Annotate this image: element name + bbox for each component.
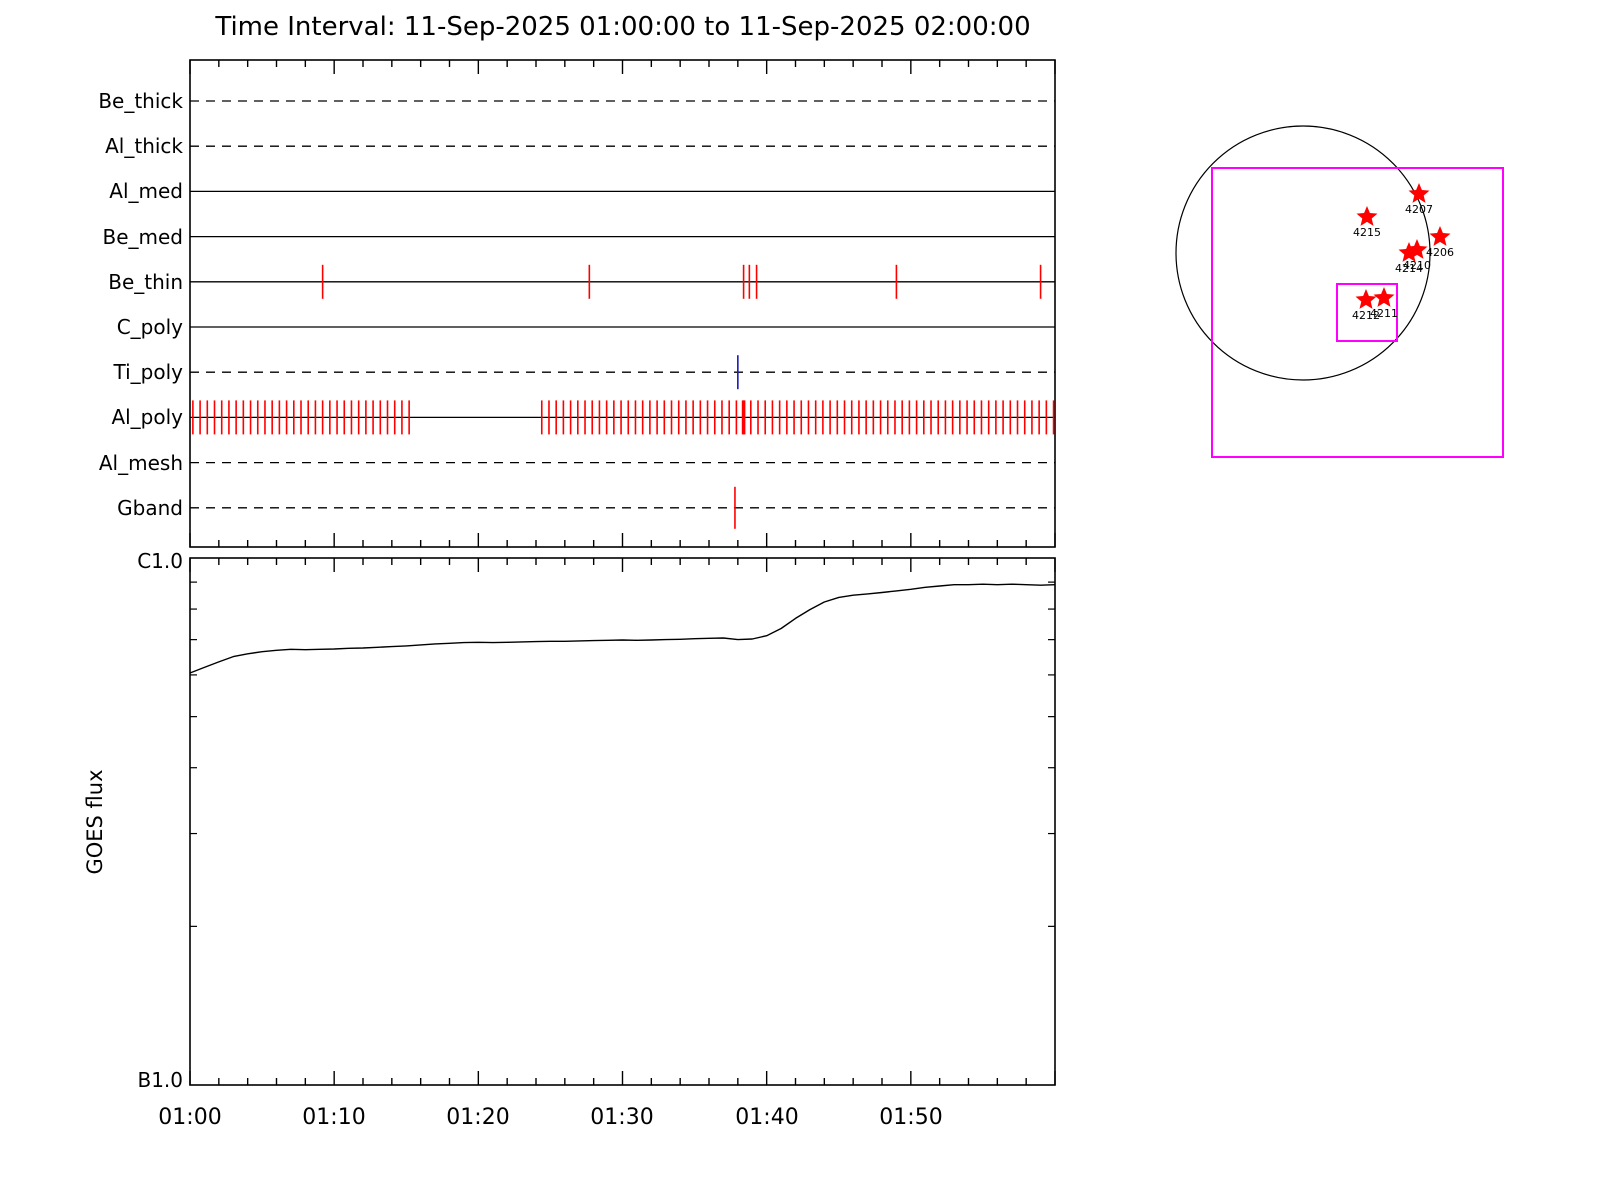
row-label-gband: Gband (117, 496, 183, 520)
row-label-al-med: Al_med (109, 179, 183, 203)
x-tick-label-0140: 01:40 (735, 1105, 799, 1130)
active-region-label: 4210 (1403, 259, 1431, 272)
active-region-star (1406, 239, 1428, 259)
active-region-star (1398, 242, 1420, 262)
active-region-label: 4207 (1405, 203, 1433, 216)
active-region-label: 4214 (1395, 262, 1423, 275)
fov-box-0 (1211, 167, 1504, 458)
fov-box-1 (1336, 283, 1398, 342)
solar-limb-circle (1175, 125, 1431, 381)
row-label-be-thick: Be_thick (98, 89, 183, 113)
row-label-al-poly: Al_poly (111, 405, 183, 429)
goes-panel (189, 557, 1056, 1086)
active-region-label: 4212 (1352, 309, 1380, 322)
active-region-star (1373, 287, 1395, 307)
goes-y-axis-top-label: C1.0 (137, 549, 183, 573)
row-label-be-thin: Be_thin (108, 270, 183, 294)
active-region-star (1429, 226, 1451, 246)
goes-y-axis-bottom-label: B1.0 (137, 1068, 183, 1092)
active-region-label: 4211 (1370, 307, 1398, 320)
timeline-panel (189, 59, 1056, 548)
active-region-label: 4215 (1353, 226, 1381, 239)
plot-title: Time Interval: 11-Sep-2025 01:00:00 to 1… (215, 12, 1031, 42)
active-region-star (1408, 183, 1430, 203)
row-label-al-mesh: Al_mesh (98, 451, 183, 475)
active-region-star (1356, 206, 1378, 226)
active-region-star (1355, 289, 1377, 309)
x-tick-label-0120: 01:20 (446, 1105, 510, 1130)
x-tick-label-0110: 01:10 (302, 1105, 366, 1130)
x-tick-label-0150: 01:50 (879, 1105, 943, 1130)
row-label-al-thick: Al_thick (105, 134, 183, 158)
active-region-label: 4206 (1426, 246, 1454, 259)
row-label-ti-poly: Ti_poly (113, 360, 183, 384)
row-label-be-med: Be_med (102, 225, 183, 249)
row-label-c-poly: C_poly (116, 315, 183, 339)
x-tick-label-0100: 01:00 (158, 1105, 222, 1130)
x-tick-label-0130: 01:30 (590, 1105, 654, 1130)
